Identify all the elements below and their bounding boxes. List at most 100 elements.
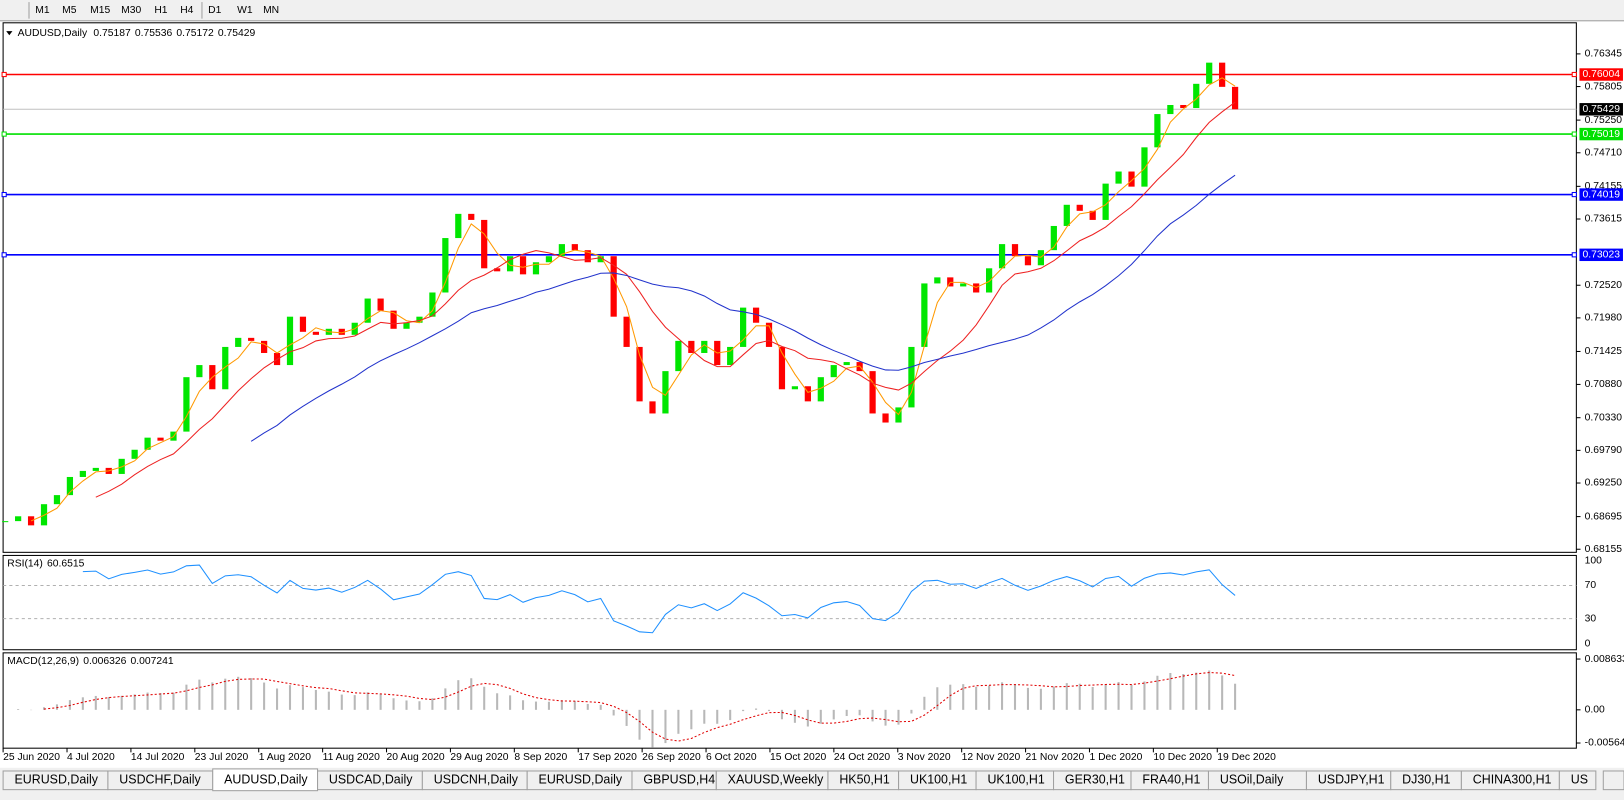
date-label: 12 Nov 2020 — [962, 752, 1021, 763]
level-handle — [1571, 71, 1577, 78]
date-label: 26 Sep 2020 — [642, 752, 701, 763]
rsi-header: RSI(14) 60.6515 — [7, 558, 84, 569]
candle — [662, 371, 669, 414]
macd-tick-label: -0.005641 — [1585, 738, 1624, 749]
tab-label[interactable]: FRA40,H1 — [1142, 773, 1200, 787]
candle — [610, 256, 617, 317]
timeframe-button[interactable]: H4 — [180, 5, 193, 16]
tab-label[interactable]: EURUSD,Daily — [15, 773, 99, 787]
candle — [908, 346, 915, 408]
candle — [986, 268, 993, 293]
candle — [481, 219, 488, 269]
candle — [701, 340, 708, 353]
tab-label[interactable]: CHINA300,H1 — [1473, 773, 1552, 787]
date-label: 8 Sep 2020 — [514, 752, 567, 763]
candle — [571, 244, 578, 251]
y-tick-label: 0.73615 — [1585, 214, 1623, 225]
level-label: 0.74019 — [1583, 189, 1621, 200]
candle — [1219, 62, 1226, 87]
timeframe-button[interactable]: W1 — [237, 5, 253, 16]
level-handle — [1571, 191, 1577, 198]
tab-label[interactable]: EURUSD,Daily — [539, 773, 623, 787]
candle — [286, 316, 294, 366]
candle — [442, 238, 449, 293]
tab-scroll[interactable] — [1602, 770, 1624, 791]
tab-label[interactable]: XAUUSD,Weekly — [728, 773, 824, 787]
candle — [532, 262, 540, 275]
tab-label[interactable]: UK100,H1 — [987, 773, 1044, 787]
candle — [92, 467, 99, 471]
y-tick-label: 0.70880 — [1585, 379, 1623, 390]
candle — [183, 377, 190, 432]
tab-label[interactable]: HK50,H1 — [839, 773, 889, 787]
timeframe-button[interactable]: M15 — [90, 5, 110, 16]
candle — [1128, 171, 1135, 187]
timeframe-button[interactable]: M30 — [121, 5, 141, 16]
candle — [248, 337, 255, 341]
candle — [675, 340, 682, 372]
candle — [752, 307, 760, 323]
level-label-box — [1579, 248, 1623, 262]
timeframe-button[interactable]: M1 — [35, 5, 50, 16]
candle — [519, 256, 527, 275]
candle — [545, 256, 553, 263]
candle — [1193, 83, 1200, 109]
level-handle — [1571, 252, 1577, 258]
tab-label[interactable]: USDCHF,Daily — [119, 773, 201, 787]
candle — [843, 362, 850, 366]
y-tick-label: 0.68695 — [1585, 511, 1623, 522]
rsi-panel — [2, 554, 1577, 651]
tab-label[interactable]: GBPUSD,H4 — [643, 773, 715, 787]
candle — [1141, 147, 1148, 187]
candle — [1011, 244, 1019, 257]
candle — [778, 346, 786, 390]
candle — [222, 346, 229, 390]
candle — [15, 516, 22, 522]
candle — [597, 256, 604, 263]
tab-label[interactable]: GER30,H1 — [1065, 773, 1125, 787]
rsi-tick-label: 30 — [1585, 613, 1597, 624]
y-tick-label: 0.69790 — [1585, 445, 1623, 456]
toolbar — [0, 0, 1624, 21]
open: 0.75187 — [93, 28, 131, 39]
current-price-label: 0.75429 — [1583, 104, 1621, 115]
candle — [791, 386, 799, 390]
date-label: 11 Aug 2020 — [323, 752, 381, 763]
macd-signal-line — [43, 672, 1236, 742]
header-arrow — [6, 31, 13, 36]
y-tick-label: 0.71425 — [1585, 346, 1623, 357]
tab-label[interactable]: USDCNH,Daily — [434, 773, 519, 787]
candle — [934, 277, 941, 284]
main-panel — [2, 22, 1577, 553]
candle — [403, 322, 410, 329]
moving-average — [250, 174, 1236, 442]
tab[interactable] — [1558, 770, 1597, 791]
level-label-box — [1579, 127, 1623, 141]
tab-label[interactable]: AUDUSD,Daily — [224, 773, 308, 787]
timeframe-button[interactable]: D1 — [208, 5, 221, 16]
date-label: 21 Nov 2020 — [1026, 752, 1085, 763]
candle — [830, 365, 837, 378]
tab-label[interactable]: USOil,Daily — [1220, 773, 1284, 787]
macd-name: MACD(12,26,9) — [7, 656, 79, 667]
candle — [1024, 256, 1032, 266]
rsi-tick-label: 70 — [1585, 580, 1597, 591]
timeframe-button[interactable]: MN — [263, 5, 279, 16]
candle — [1063, 204, 1070, 226]
macd-panel — [2, 652, 1577, 749]
timeframe-button[interactable]: H1 — [154, 5, 167, 16]
timeframe-button[interactable]: M5 — [62, 5, 77, 16]
candle — [688, 340, 695, 353]
tab-label[interactable]: USDJPY,H1 — [1318, 773, 1385, 787]
candle — [1115, 171, 1122, 184]
y-tick-label: 0.72520 — [1585, 280, 1623, 291]
tab-label[interactable]: US — [1571, 773, 1588, 787]
candle — [468, 213, 475, 220]
tab-label[interactable]: DJ30,H1 — [1402, 773, 1450, 787]
tab-label[interactable]: UK100,H1 — [910, 773, 967, 787]
y-tick-label: 0.75805 — [1585, 81, 1623, 92]
tab-label[interactable]: USDCAD,Daily — [329, 773, 413, 787]
level-label: 0.76004 — [1583, 69, 1621, 80]
candle — [312, 331, 319, 335]
candle — [558, 244, 565, 257]
